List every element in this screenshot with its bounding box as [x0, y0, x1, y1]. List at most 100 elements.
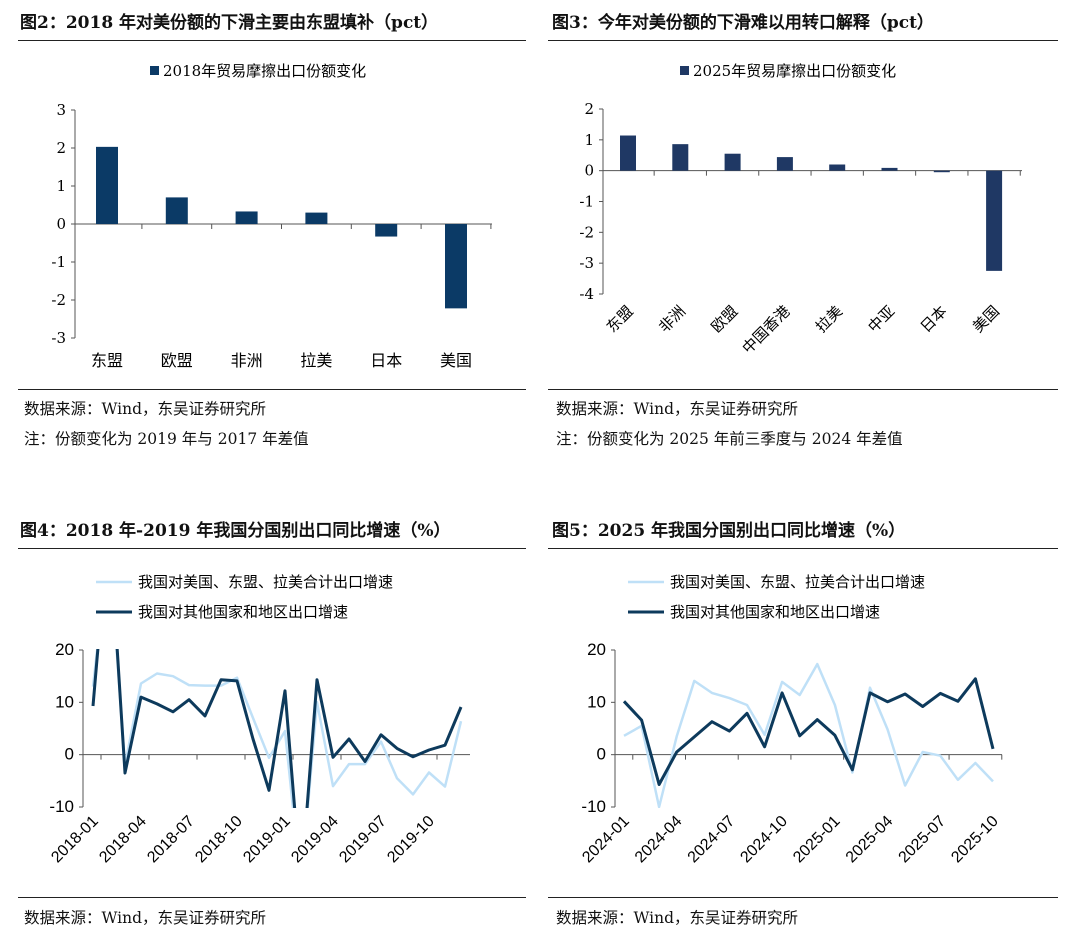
x-tick-label: 2018-07: [144, 813, 198, 867]
x-tick-label: 2024-01: [579, 813, 633, 867]
source-rule: [18, 389, 526, 390]
x-tick-label: 东盟: [603, 302, 637, 336]
title-rule: [18, 548, 526, 549]
x-tick-label: 2025-01: [790, 813, 844, 867]
legend-label: 2025年贸易摩擦出口份额变化: [693, 62, 896, 80]
y-tick-label: -2: [51, 291, 66, 309]
y-tick-label: -1: [51, 253, 66, 271]
source-rule: [18, 897, 526, 898]
y-tick-label: 10: [55, 692, 74, 711]
y-tick-label: 2: [584, 100, 594, 118]
x-tick-label: 2019-07: [336, 813, 390, 867]
bar-非洲: [235, 211, 258, 224]
y-tick-label: -10: [49, 797, 74, 816]
figure-3-title: 图3：今年对美份额的下滑难以用转口解释（pct）: [552, 13, 934, 33]
bar-中国香港: [776, 157, 793, 171]
title-rule: [548, 548, 1058, 549]
title-rule: [548, 40, 1058, 41]
x-tick-label: 非洲: [231, 351, 263, 370]
source-rule: [548, 897, 1058, 898]
bar-东盟: [96, 146, 118, 224]
bar-美国: [986, 170, 1003, 271]
y-tick-label: 10: [587, 692, 606, 711]
legend-swatch: [680, 66, 689, 75]
x-tick-label: 美国: [440, 351, 472, 370]
bar-拉美: [305, 212, 328, 224]
legend-label: 我国对美国、东盟、拉美合计出口增速: [670, 573, 925, 591]
y-tick-label: 20: [587, 640, 606, 659]
bar-非洲: [672, 144, 689, 171]
x-tick-label: 欧盟: [707, 302, 741, 336]
figure-4-source: 数据来源：Wind，东吴证券研究所: [24, 909, 267, 927]
figure-3-note: 注：份额变化为 2025 年前三季度与 2024 年差值: [556, 430, 903, 448]
legend-label: 我国对其他国家和地区出口增速: [138, 603, 348, 621]
series-line-1: [623, 662, 994, 808]
figure-2-note: 注：份额变化为 2019 年与 2017 年差值: [24, 430, 309, 448]
bar-东盟: [620, 135, 636, 171]
bar-欧盟: [724, 153, 741, 171]
x-tick-label: 2024-07: [685, 813, 739, 867]
y-tick-label: 0: [584, 162, 594, 180]
y-tick-label: 3: [56, 101, 66, 119]
x-tick-label: 2018-01: [48, 813, 102, 867]
y-tick-label: 1: [584, 131, 594, 149]
y-tick-label: -2: [579, 223, 594, 241]
chart-2: 3 2 1 0 -1 -2 -3 东盟 欧盟 非洲 拉美 日本 美国 2018年贸易摩擦出口份额变化: [51, 62, 492, 370]
series-line-2: [622, 677, 995, 786]
y-tick-label: 1: [56, 177, 66, 195]
x-tick-label: 日本: [917, 302, 951, 336]
x-tick-label: 拉美: [812, 302, 846, 336]
x-tick-label: 2018-04: [96, 813, 150, 867]
y-tick-label: 0: [56, 215, 66, 233]
series-line-2: [91, 649, 463, 808]
legend-swatch: [150, 66, 159, 75]
title-rule: [18, 40, 526, 41]
x-tick-label: 中亚: [864, 302, 898, 336]
figure-5-title: 图5：2025 年我国分国别出口同比增速（%）: [552, 521, 906, 541]
y-tick-label: 0: [65, 745, 74, 764]
x-tick-label: 2019-01: [240, 813, 294, 867]
bar-日本: [375, 224, 398, 237]
chart-4: 20100-102018-012018-042018-072018-102019…: [48, 573, 470, 867]
x-tick-label: 日本: [370, 351, 402, 370]
y-tick-label: 0: [597, 745, 606, 764]
x-tick-label: 欧盟: [161, 351, 193, 370]
figure-4-title: 图4：2018 年-2019 年我国分国别出口同比增速（%）: [20, 521, 451, 541]
legend-label: 2018年贸易摩擦出口份额变化: [163, 62, 366, 80]
source-rule: [548, 389, 1058, 390]
figure-5-source: 数据来源：Wind，东吴证券研究所: [556, 909, 799, 927]
y-tick-label: 20: [55, 640, 74, 659]
x-tick-label: 美国: [969, 302, 1003, 336]
bar-日本: [933, 170, 950, 173]
figure-3-source: 数据来源：Wind，东吴证券研究所: [556, 400, 799, 418]
x-tick-label: 2019-10: [384, 813, 438, 867]
bar-中亚: [881, 167, 898, 171]
x-tick-label: 中国香港: [739, 302, 794, 357]
x-tick-label: 2024-10: [737, 813, 791, 867]
y-tick-label: -3: [579, 254, 594, 272]
x-tick-label: 2025-04: [843, 813, 897, 867]
x-tick-label: 2019-04: [288, 813, 342, 867]
x-tick-label: 2025-10: [948, 813, 1002, 867]
x-tick-label: 东盟: [91, 351, 123, 370]
y-tick-label: -1: [579, 193, 594, 211]
figure-2-title: 图2：2018 年对美份额的下滑主要由东盟填补（pct）: [20, 13, 439, 33]
legend-label: 我国对其他国家和地区出口增速: [670, 603, 880, 621]
legend-label: 我国对美国、东盟、拉美合计出口增速: [138, 573, 393, 591]
bar-拉美: [829, 164, 846, 171]
y-tick-label: -4: [579, 285, 594, 303]
x-tick-label: 拉美: [300, 351, 332, 370]
x-tick-label: 非洲: [655, 302, 689, 336]
x-tick-label: 2018-10: [192, 813, 246, 867]
x-tick-label: 2024-04: [632, 813, 686, 867]
y-tick-label: -3: [51, 329, 66, 347]
x-tick-label: 2025-07: [896, 813, 950, 867]
bar-欧盟: [165, 197, 188, 224]
figure-2-source: 数据来源：Wind，东吴证券研究所: [24, 400, 267, 418]
bar-美国: [445, 224, 467, 309]
y-tick-label: 2: [56, 139, 66, 157]
y-tick-label: -10: [581, 797, 606, 816]
